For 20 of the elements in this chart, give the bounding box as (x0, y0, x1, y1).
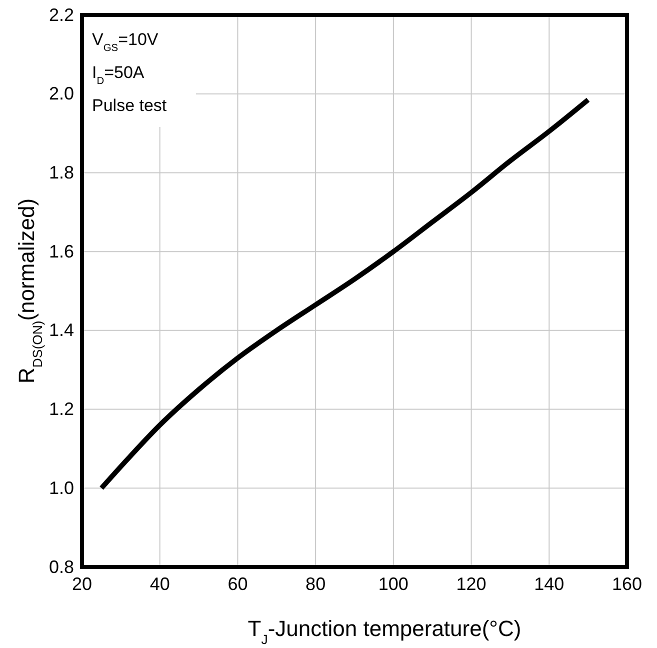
x-tick-label: 100 (378, 574, 408, 594)
y-tick-label: 1.8 (48, 162, 74, 182)
y-tick-label: 1.6 (48, 241, 74, 262)
annotation: Pulse test (92, 96, 167, 115)
annotation: I$_{D}$=50A (92, 63, 145, 86)
x-tick-label: 80 (306, 574, 326, 594)
x-axis-title: T$_{J}$-Junction temperature(°C) (248, 616, 522, 646)
x-tick-label: 40 (150, 574, 170, 594)
y-tick-label: 1.4 (48, 320, 74, 340)
x-tick-label: 20 (72, 574, 92, 594)
y-tick-label: 0.8 (48, 556, 74, 577)
annotation: V$_{GS}$=10V (92, 30, 159, 54)
x-tick-label: 120 (456, 574, 486, 594)
y-tick-label: 1.0 (48, 478, 74, 498)
y-tick-label: 2.2 (48, 4, 74, 25)
y-tick-label: 2.0 (48, 84, 74, 104)
x-tick-label: 140 (534, 574, 564, 594)
x-tick-label: 60 (228, 574, 248, 594)
y-tick-label: 1.2 (48, 399, 74, 420)
x-tick-label: 160 (612, 574, 642, 594)
